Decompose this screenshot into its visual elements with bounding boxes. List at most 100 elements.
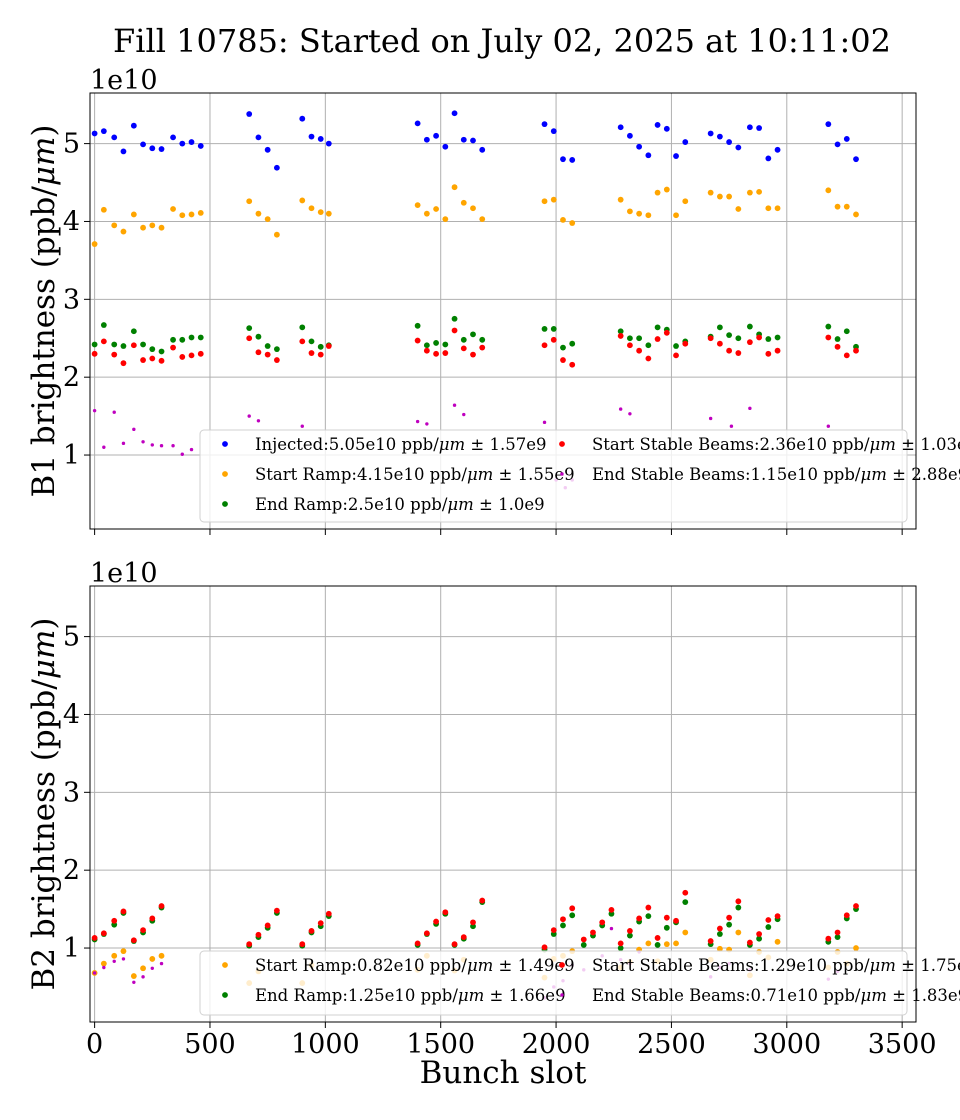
- data-point: [91, 341, 98, 348]
- data-point: [255, 349, 262, 356]
- data-point: [425, 422, 429, 426]
- data-point: [158, 146, 165, 152]
- data-point: [580, 942, 587, 948]
- data-point: [100, 206, 107, 213]
- data-point: [149, 956, 156, 962]
- data-point: [726, 921, 733, 928]
- data-point: [91, 935, 98, 941]
- data-point: [541, 326, 548, 332]
- data-point: [414, 940, 421, 947]
- data-point: [716, 324, 723, 331]
- data-point: [325, 343, 332, 349]
- panel-bottom: 0 500 1000 1500 2000 2500 3000 3500 1 2 3 4 5 1e10 B…: [26, 558, 960, 1091]
- data-point: [433, 918, 439, 925]
- data-point: [120, 228, 127, 235]
- data-point: [826, 424, 831, 428]
- data-point: [834, 929, 841, 936]
- data-point: [130, 342, 137, 349]
- data-point: [560, 357, 566, 363]
- data-point: [774, 347, 781, 354]
- data-point: [433, 132, 439, 139]
- data-point: [663, 924, 670, 931]
- data-point: [550, 336, 557, 343]
- data-point: [580, 936, 587, 943]
- data-point: [414, 322, 421, 329]
- data-point: [112, 410, 116, 414]
- x-tick-label: 0: [86, 1029, 103, 1060]
- x-tick-label: 2500: [637, 1029, 706, 1060]
- data-point: [716, 133, 723, 140]
- data-point: [470, 205, 476, 212]
- data-point: [308, 338, 315, 345]
- data-point: [197, 350, 204, 357]
- data-point: [130, 328, 137, 335]
- data-point: [299, 115, 306, 122]
- y-tick-label: 5: [63, 622, 80, 653]
- data-point: [673, 343, 679, 349]
- data-point: [433, 350, 439, 357]
- x-tick-label: 2000: [522, 1029, 591, 1060]
- data-point: [299, 338, 306, 345]
- y-offset-label: 1e10: [90, 558, 158, 589]
- data-point: [746, 124, 753, 131]
- data-point: [550, 128, 557, 135]
- data-point: [92, 971, 97, 975]
- data-point: [132, 980, 136, 984]
- data-point: [853, 211, 859, 218]
- data-point: [628, 412, 632, 416]
- data-point: [707, 189, 714, 196]
- data-point: [550, 196, 557, 203]
- data-point: [255, 931, 262, 938]
- data-point: [100, 322, 107, 328]
- data-point: [264, 922, 271, 929]
- data-point: [726, 332, 733, 339]
- data-point: [645, 904, 652, 911]
- data-point: [654, 935, 661, 941]
- data-point: [111, 134, 118, 141]
- data-point: [140, 224, 146, 231]
- data-point: [100, 338, 107, 345]
- data-point: [317, 136, 324, 142]
- data-point: [673, 352, 679, 359]
- legend-entry: End Stable Beams:1.15e10 ppb/μm ± 2.88e9: [592, 465, 960, 484]
- data-point: [716, 340, 723, 347]
- data-point: [843, 352, 850, 359]
- data-point: [673, 212, 679, 219]
- data-point: [735, 335, 742, 342]
- data-point: [735, 929, 742, 936]
- data-point: [140, 141, 146, 148]
- data-point: [273, 231, 280, 238]
- axis-ticks: 0 500 1000 1500 2000 2500 3000 3500 1 2 3 4 5: [63, 622, 937, 1060]
- data-point: [197, 210, 204, 216]
- data-point: [560, 922, 566, 929]
- legend-marker: [222, 441, 228, 447]
- y-tick-label: 1: [63, 440, 80, 471]
- data-point: [246, 335, 253, 342]
- data-point: [673, 917, 679, 924]
- data-point: [479, 216, 486, 223]
- y-tick-label: 3: [63, 284, 80, 315]
- data-point: [140, 341, 146, 348]
- data-point: [825, 935, 832, 942]
- data-point: [626, 932, 633, 939]
- data-point: [636, 143, 643, 150]
- data-point: [247, 414, 251, 418]
- data-point: [423, 347, 430, 354]
- data-point: [729, 424, 734, 428]
- data-point: [158, 348, 165, 355]
- legend-entry: Start Stable Beams:1.29e10 ppb/μm ± 1.75…: [592, 956, 960, 975]
- data-point: [834, 141, 841, 148]
- chart-title: Fill 10785: Started on July 02, 2025 at …: [113, 22, 891, 60]
- data-point: [91, 241, 98, 247]
- data-point: [121, 441, 126, 446]
- data-point: [460, 136, 467, 143]
- data-point: [569, 157, 576, 163]
- data-point: [560, 156, 566, 163]
- data-point: [663, 914, 670, 921]
- data-point: [111, 222, 118, 229]
- data-point: [264, 216, 271, 223]
- data-point: [645, 212, 652, 219]
- data-point: [663, 125, 670, 132]
- panel-top: 1 2 3 4 5 1e10 B1 brightness (ppb/μm) Inject…: [26, 65, 960, 535]
- data-point: [442, 143, 449, 150]
